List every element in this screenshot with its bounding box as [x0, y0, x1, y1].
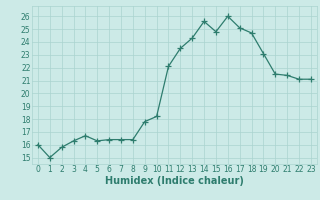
- X-axis label: Humidex (Indice chaleur): Humidex (Indice chaleur): [105, 176, 244, 186]
